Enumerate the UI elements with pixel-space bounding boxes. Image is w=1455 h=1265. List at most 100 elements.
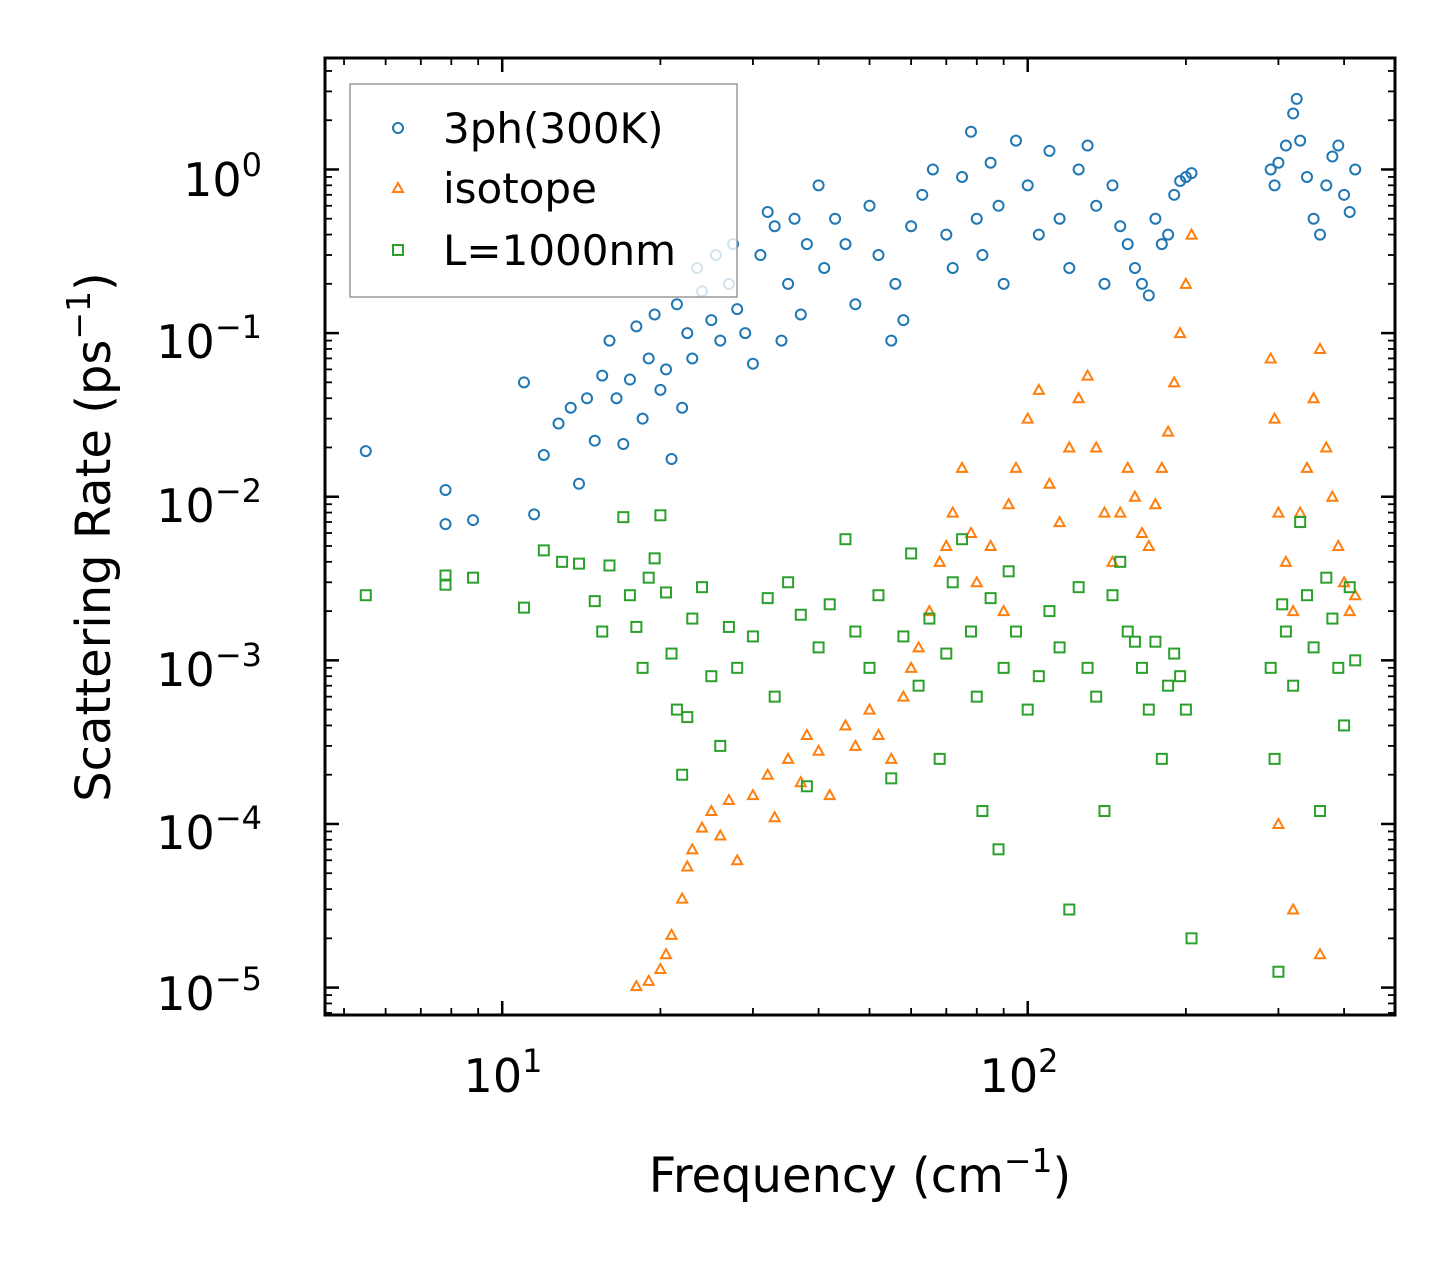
data-point-circle (1142, 289, 1155, 302)
data-point-square (761, 592, 774, 605)
data-point-circle (1294, 134, 1307, 147)
data-point-square (1002, 565, 1015, 578)
data-point-circle (573, 477, 586, 490)
data-point-square (714, 739, 727, 752)
y-tick-label: 10−4 (156, 799, 262, 860)
data-point-triangle (1089, 440, 1103, 453)
data-point-square (722, 620, 735, 633)
data-point-square (731, 661, 744, 674)
data-point-square (1162, 679, 1175, 692)
data-point-triangle (1155, 460, 1169, 473)
data-point-circle (528, 508, 541, 521)
data-point-square (439, 578, 452, 591)
data-point-circle (537, 448, 550, 461)
data-point-square (660, 586, 673, 599)
data-point-circle (970, 212, 983, 225)
data-point-circle (1021, 179, 1034, 192)
data-point-circle (665, 453, 678, 466)
data-point-square (1307, 641, 1320, 654)
data-point-square (636, 661, 649, 674)
data-point-circle (1185, 167, 1198, 180)
data-point-square (839, 533, 852, 546)
data-point-triangle (1343, 604, 1357, 617)
data-point-circle (739, 327, 752, 340)
data-point-triangle (1052, 515, 1067, 528)
data-point-circle (788, 212, 801, 225)
data-point-square (705, 670, 718, 683)
data-point-circle (681, 327, 694, 340)
data-point-circle (596, 369, 609, 382)
data-point-square (897, 630, 910, 643)
data-point-circle (897, 314, 910, 327)
data-point-circle (992, 199, 1005, 212)
data-point-triangle (946, 505, 960, 518)
plot-frame (323, 56, 1397, 1017)
y-tick-label: 10−5 (156, 960, 262, 1021)
data-point-square (1185, 932, 1198, 945)
data-point-square (573, 557, 586, 570)
data-point-triangle (1062, 440, 1077, 453)
data-point-circle (610, 392, 623, 405)
data-point-triangle (760, 767, 775, 780)
series-0-points (359, 92, 1362, 531)
data-point-triangle (1009, 460, 1023, 473)
data-point-triangle (685, 842, 699, 855)
data-point-triangle (641, 973, 656, 986)
data-point-triangle (1263, 351, 1278, 364)
series-2-points (359, 509, 1362, 978)
data-point-circle (1043, 144, 1056, 157)
data-point-circle (1326, 150, 1339, 163)
data-point-circle (1053, 212, 1066, 225)
data-point-square (863, 661, 876, 674)
data-point-circle (1098, 277, 1111, 290)
data-point-square (1021, 703, 1034, 716)
data-point-square (1043, 605, 1056, 618)
data-point-triangle (1271, 505, 1286, 518)
data-point-circle (1162, 228, 1175, 241)
data-point-triangle (896, 689, 911, 702)
data-point-square (970, 690, 983, 703)
data-point-square (588, 595, 601, 608)
data-point-triangle (730, 853, 744, 866)
data-point-triangle (932, 554, 947, 567)
data-point-circle (564, 401, 577, 414)
data-point-square (1135, 661, 1148, 674)
data-point-circle (1009, 134, 1022, 147)
y-tick-labels: 100 10−1 10−2 10−3 10−4 10−5 (156, 146, 262, 1021)
data-point-square (872, 589, 885, 602)
data-point-triangle (1113, 505, 1127, 518)
data-point-square (556, 555, 569, 568)
data-point-square (964, 625, 977, 638)
data-point-circle (984, 156, 997, 169)
data-point-triangle (1080, 368, 1095, 381)
data-point-triangle (1300, 460, 1314, 473)
data-point-triangle (1313, 947, 1327, 960)
legend-marker-triangle-icon (391, 180, 405, 193)
data-point-square (686, 612, 699, 625)
data-point-square (1081, 661, 1094, 674)
data-point-circle (794, 308, 807, 321)
data-point-triangle (1306, 391, 1321, 404)
data-point-triangle (811, 743, 826, 756)
data-point-triangle (1331, 538, 1345, 551)
data-point-circle (1168, 188, 1181, 201)
data-point-circle (1114, 220, 1127, 233)
data-point-circle (976, 249, 989, 262)
data-point-triangle (713, 828, 727, 841)
data-point-square (537, 544, 550, 557)
data-point-square (1332, 661, 1345, 674)
data-point-triangle (939, 538, 954, 551)
data-point-circle (581, 392, 594, 405)
data-point-triangle (996, 604, 1011, 617)
data-point-circle (1128, 261, 1141, 274)
data-point-triangle (823, 788, 837, 801)
data-point-circle (467, 514, 480, 527)
data-point-square (992, 843, 1005, 856)
data-point-circle (849, 298, 862, 311)
y-axis-label: Scattering Rate (ps−1) (59, 272, 122, 802)
data-point-circle (885, 334, 898, 347)
data-point-circle (1290, 92, 1303, 105)
legend-marker-circle-icon (392, 122, 404, 134)
data-point-circle (1279, 139, 1292, 152)
data-point-circle (588, 434, 601, 447)
